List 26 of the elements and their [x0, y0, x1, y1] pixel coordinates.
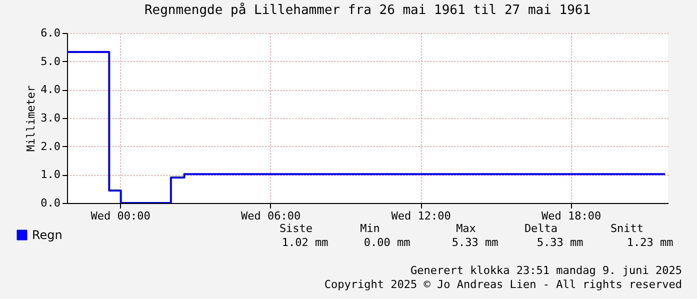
- text: 1.23 mm: [626, 236, 674, 249]
- text: Generert klokka 23:51 mandag 9. juni 2025: [410, 264, 682, 277]
- x-tick-label: Wed 00:00: [90, 210, 150, 222]
- y-tick-label: 3.0: [40, 112, 60, 124]
- y-tick-label: 2.0: [40, 140, 60, 153]
- text: Copyright 2025 © Jo Andreas Lien - All rights reserved: [324, 278, 682, 291]
- text: 1.02 mm: [282, 236, 329, 249]
- text: Delta: [524, 222, 558, 235]
- text: Siste: [279, 222, 313, 235]
- chart-title: Regnmengde på Lillehammer fra 26 mai 1961 til 27 mai 1961: [144, 2, 591, 18]
- y-tick-label: 1.0: [40, 168, 60, 182]
- y-tick-label: 5.0: [40, 54, 60, 68]
- y-tick-label: 6.0: [40, 26, 60, 40]
- text: Min: [360, 222, 380, 235]
- x-tick-label: Wed 06:00: [240, 210, 301, 222]
- y-tick-label: 4.0: [40, 83, 60, 96]
- x-tick-label: Wed 18:00: [541, 210, 602, 222]
- text: 5.33 mm: [452, 236, 499, 249]
- text: 5.33 mm: [536, 236, 584, 249]
- x-tick-label: Wed 12:00: [391, 210, 451, 222]
- text: Max: [456, 222, 476, 235]
- text: 0.00 mm: [364, 236, 411, 249]
- y-axis-title: Millimeter: [24, 85, 38, 152]
- text: Snitt: [610, 222, 644, 235]
- legend-label: Regn: [32, 228, 62, 242]
- y-tick-label: 0.0: [40, 196, 60, 210]
